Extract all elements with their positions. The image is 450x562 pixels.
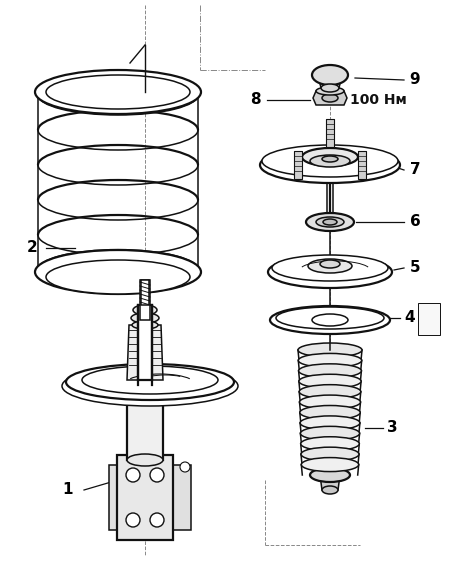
Text: 6: 6 [410, 215, 420, 229]
Ellipse shape [150, 513, 164, 527]
Ellipse shape [322, 486, 338, 494]
Ellipse shape [262, 145, 398, 177]
Ellipse shape [322, 156, 338, 162]
Ellipse shape [126, 513, 140, 527]
Ellipse shape [82, 366, 218, 394]
Ellipse shape [299, 374, 361, 388]
Polygon shape [294, 151, 302, 179]
Ellipse shape [62, 366, 238, 406]
Ellipse shape [320, 260, 340, 268]
Ellipse shape [270, 306, 390, 334]
Ellipse shape [260, 147, 400, 183]
Ellipse shape [312, 65, 348, 85]
Ellipse shape [276, 307, 384, 329]
Ellipse shape [299, 364, 361, 378]
Ellipse shape [316, 217, 344, 227]
Polygon shape [320, 475, 340, 490]
Ellipse shape [131, 313, 159, 323]
Ellipse shape [322, 94, 338, 102]
Polygon shape [109, 465, 117, 530]
Text: 5: 5 [410, 261, 420, 275]
Ellipse shape [300, 406, 360, 419]
Text: 7: 7 [410, 162, 420, 178]
Ellipse shape [310, 155, 350, 167]
Ellipse shape [150, 468, 164, 482]
Polygon shape [127, 380, 163, 460]
Ellipse shape [301, 447, 359, 461]
Polygon shape [140, 280, 150, 320]
Polygon shape [173, 465, 191, 530]
Text: 2: 2 [27, 241, 37, 256]
Text: 9: 9 [410, 72, 420, 88]
Text: 100 Нм: 100 Нм [350, 93, 407, 107]
Ellipse shape [312, 314, 348, 326]
Text: 1: 1 [63, 483, 73, 497]
Ellipse shape [298, 353, 362, 368]
Ellipse shape [302, 457, 359, 472]
Ellipse shape [316, 87, 344, 95]
Ellipse shape [301, 427, 360, 441]
Ellipse shape [35, 70, 201, 114]
Polygon shape [117, 455, 173, 540]
Ellipse shape [310, 468, 350, 482]
Ellipse shape [66, 364, 234, 400]
Polygon shape [141, 280, 149, 305]
Text: 4: 4 [405, 310, 415, 325]
Ellipse shape [302, 148, 358, 166]
Ellipse shape [46, 75, 190, 109]
Ellipse shape [180, 462, 190, 472]
Ellipse shape [323, 219, 337, 225]
Ellipse shape [301, 437, 359, 451]
Polygon shape [326, 119, 334, 147]
Ellipse shape [300, 395, 360, 409]
Polygon shape [418, 303, 440, 335]
Text: 8: 8 [250, 93, 260, 107]
Text: 3: 3 [387, 420, 397, 436]
Ellipse shape [126, 468, 140, 482]
Ellipse shape [127, 454, 163, 466]
Ellipse shape [298, 343, 362, 357]
Ellipse shape [132, 321, 158, 329]
Polygon shape [127, 325, 163, 380]
Ellipse shape [35, 250, 201, 294]
Ellipse shape [133, 305, 157, 315]
Polygon shape [318, 75, 342, 88]
Ellipse shape [300, 416, 360, 430]
Ellipse shape [306, 213, 354, 231]
Ellipse shape [299, 384, 361, 398]
Ellipse shape [272, 255, 388, 281]
Ellipse shape [321, 84, 339, 92]
Ellipse shape [46, 260, 190, 294]
Ellipse shape [308, 259, 352, 273]
Polygon shape [138, 305, 152, 380]
Ellipse shape [268, 256, 392, 288]
Polygon shape [313, 91, 347, 105]
Polygon shape [358, 151, 366, 179]
